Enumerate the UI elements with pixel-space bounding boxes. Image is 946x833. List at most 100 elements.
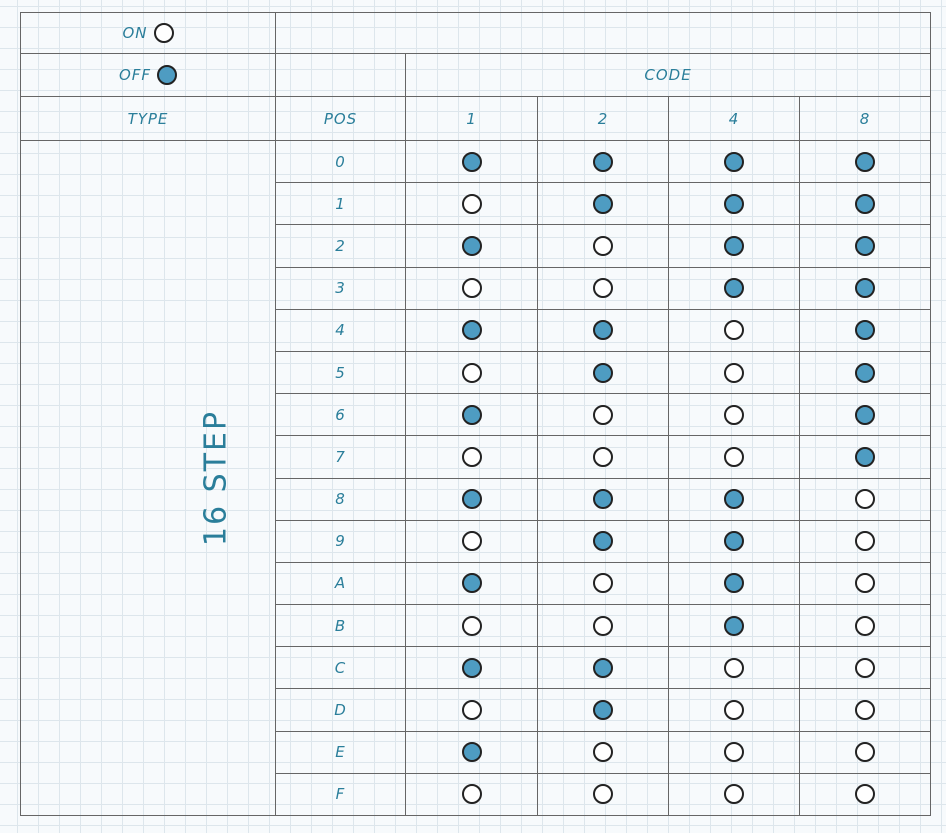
pos-cell: 5: [275, 350, 406, 395]
bit-cell: [405, 308, 538, 352]
off-circle-icon: [724, 151, 744, 172]
off-circle-icon: [724, 489, 744, 510]
off-circle-icon: [724, 615, 744, 636]
on-circle-icon: [855, 742, 876, 763]
on-circle-icon: [593, 235, 613, 256]
pos-cell: 7: [275, 435, 406, 479]
off-circle-icon: [461, 235, 482, 256]
off-circle-icon: [461, 573, 482, 594]
bit-cell: [405, 561, 538, 606]
bit-cell: [405, 139, 538, 184]
bit-cell: [798, 182, 932, 226]
on-circle-icon: [461, 531, 482, 552]
bit-header: 2: [537, 96, 669, 141]
pos-cell: A: [275, 561, 406, 606]
bit-cell: [537, 224, 669, 268]
off-circle-icon: [593, 657, 613, 678]
bit-cell: [668, 477, 800, 521]
off-circle-icon: [461, 742, 482, 763]
pos-cell: 6: [275, 393, 406, 437]
on-circle-icon: [593, 404, 613, 425]
bit-cell: [668, 688, 800, 732]
pos-cell: 4: [275, 308, 406, 352]
table-row: F: [21, 772, 932, 817]
pos-cell: C: [275, 646, 406, 690]
bit-cell: [537, 561, 669, 606]
on-circle-icon: [593, 573, 613, 594]
bit-cell: [798, 561, 932, 606]
on-circle-icon: [593, 615, 613, 636]
off-circle-icon: [593, 320, 613, 341]
bit-cell: [405, 393, 538, 437]
bit-cell: [405, 477, 538, 521]
legend-off: OFF: [20, 53, 276, 97]
code-header: CODE: [404, 53, 932, 97]
bit-cell: [798, 350, 932, 395]
bit-cell: [405, 350, 538, 395]
on-circle-icon: [724, 320, 744, 341]
bit-cell: [537, 350, 669, 395]
on-circle-icon: [855, 700, 876, 721]
off-circle-icon: [724, 573, 744, 594]
bit-cell: [668, 604, 800, 648]
bit-cell: [405, 604, 538, 648]
bit-cell: [537, 139, 669, 184]
off-circle-icon: [724, 193, 744, 214]
type-cell: 16 STEP: [20, 140, 276, 816]
bit-cell: [668, 182, 800, 226]
off-circle-icon: [855, 362, 876, 383]
bit-cell: [537, 772, 669, 817]
bit-cell: [405, 435, 538, 479]
pos-cell: 1: [275, 182, 406, 226]
bit-cell: [668, 772, 800, 817]
bit-cell: [798, 266, 932, 310]
off-circle-icon: [461, 404, 482, 425]
on-circle-icon: [593, 278, 613, 299]
off-circle-icon: [593, 531, 613, 552]
bit-cell: [537, 435, 669, 479]
off-circle-icon: [855, 151, 876, 172]
on-circle-icon: [461, 784, 482, 805]
pos-cell: 9: [275, 519, 406, 563]
bit-cell: [537, 182, 669, 226]
pos-cell: 0: [275, 139, 406, 184]
bit-header: 1: [405, 96, 538, 141]
off-circle-icon: [724, 278, 744, 299]
on-circle-icon: [724, 657, 744, 678]
off-circle-icon: [461, 320, 482, 341]
off-circle-icon: [593, 489, 613, 510]
bit-cell: [798, 772, 932, 817]
bit-header: 8: [798, 96, 932, 141]
table-row: 8: [21, 477, 932, 521]
pos-cell: F: [275, 772, 406, 817]
bit-cell: [668, 435, 800, 479]
bit-cell: [668, 561, 800, 606]
off-circle-icon: [724, 235, 744, 256]
off-circle-icon: [593, 151, 613, 172]
bit-cell: [668, 308, 800, 352]
bit-cell: [798, 224, 932, 268]
bit-cell: [798, 604, 932, 648]
bit-cell: [668, 519, 800, 563]
bit-cell: [668, 350, 800, 395]
on-circle-icon: [855, 784, 876, 805]
off-circle-icon: [724, 531, 744, 552]
off-circle-icon: [593, 362, 613, 383]
bit-cell: [537, 393, 669, 437]
on-circle-icon: [461, 615, 482, 636]
on-circle-icon: [724, 362, 744, 383]
bit-cell: [405, 266, 538, 310]
on-label: ON: [122, 24, 148, 42]
legend-on: ON: [20, 12, 276, 54]
on-circle-icon: [593, 446, 613, 467]
code-table: ON OFF CODE TYPE POS 1 2 4 8 16 STEP 0 1 2 3…: [20, 12, 932, 817]
on-circle-icon: [855, 657, 876, 678]
bit-cell: [537, 646, 669, 690]
bit-cell: [798, 308, 932, 352]
on-circle-icon: [724, 700, 744, 721]
on-circle-icon: [724, 404, 744, 425]
off-circle-icon: [157, 65, 178, 85]
pos-cell: 3: [275, 266, 406, 310]
pos-cell: D: [275, 688, 406, 732]
on-circle-icon: [724, 742, 744, 763]
